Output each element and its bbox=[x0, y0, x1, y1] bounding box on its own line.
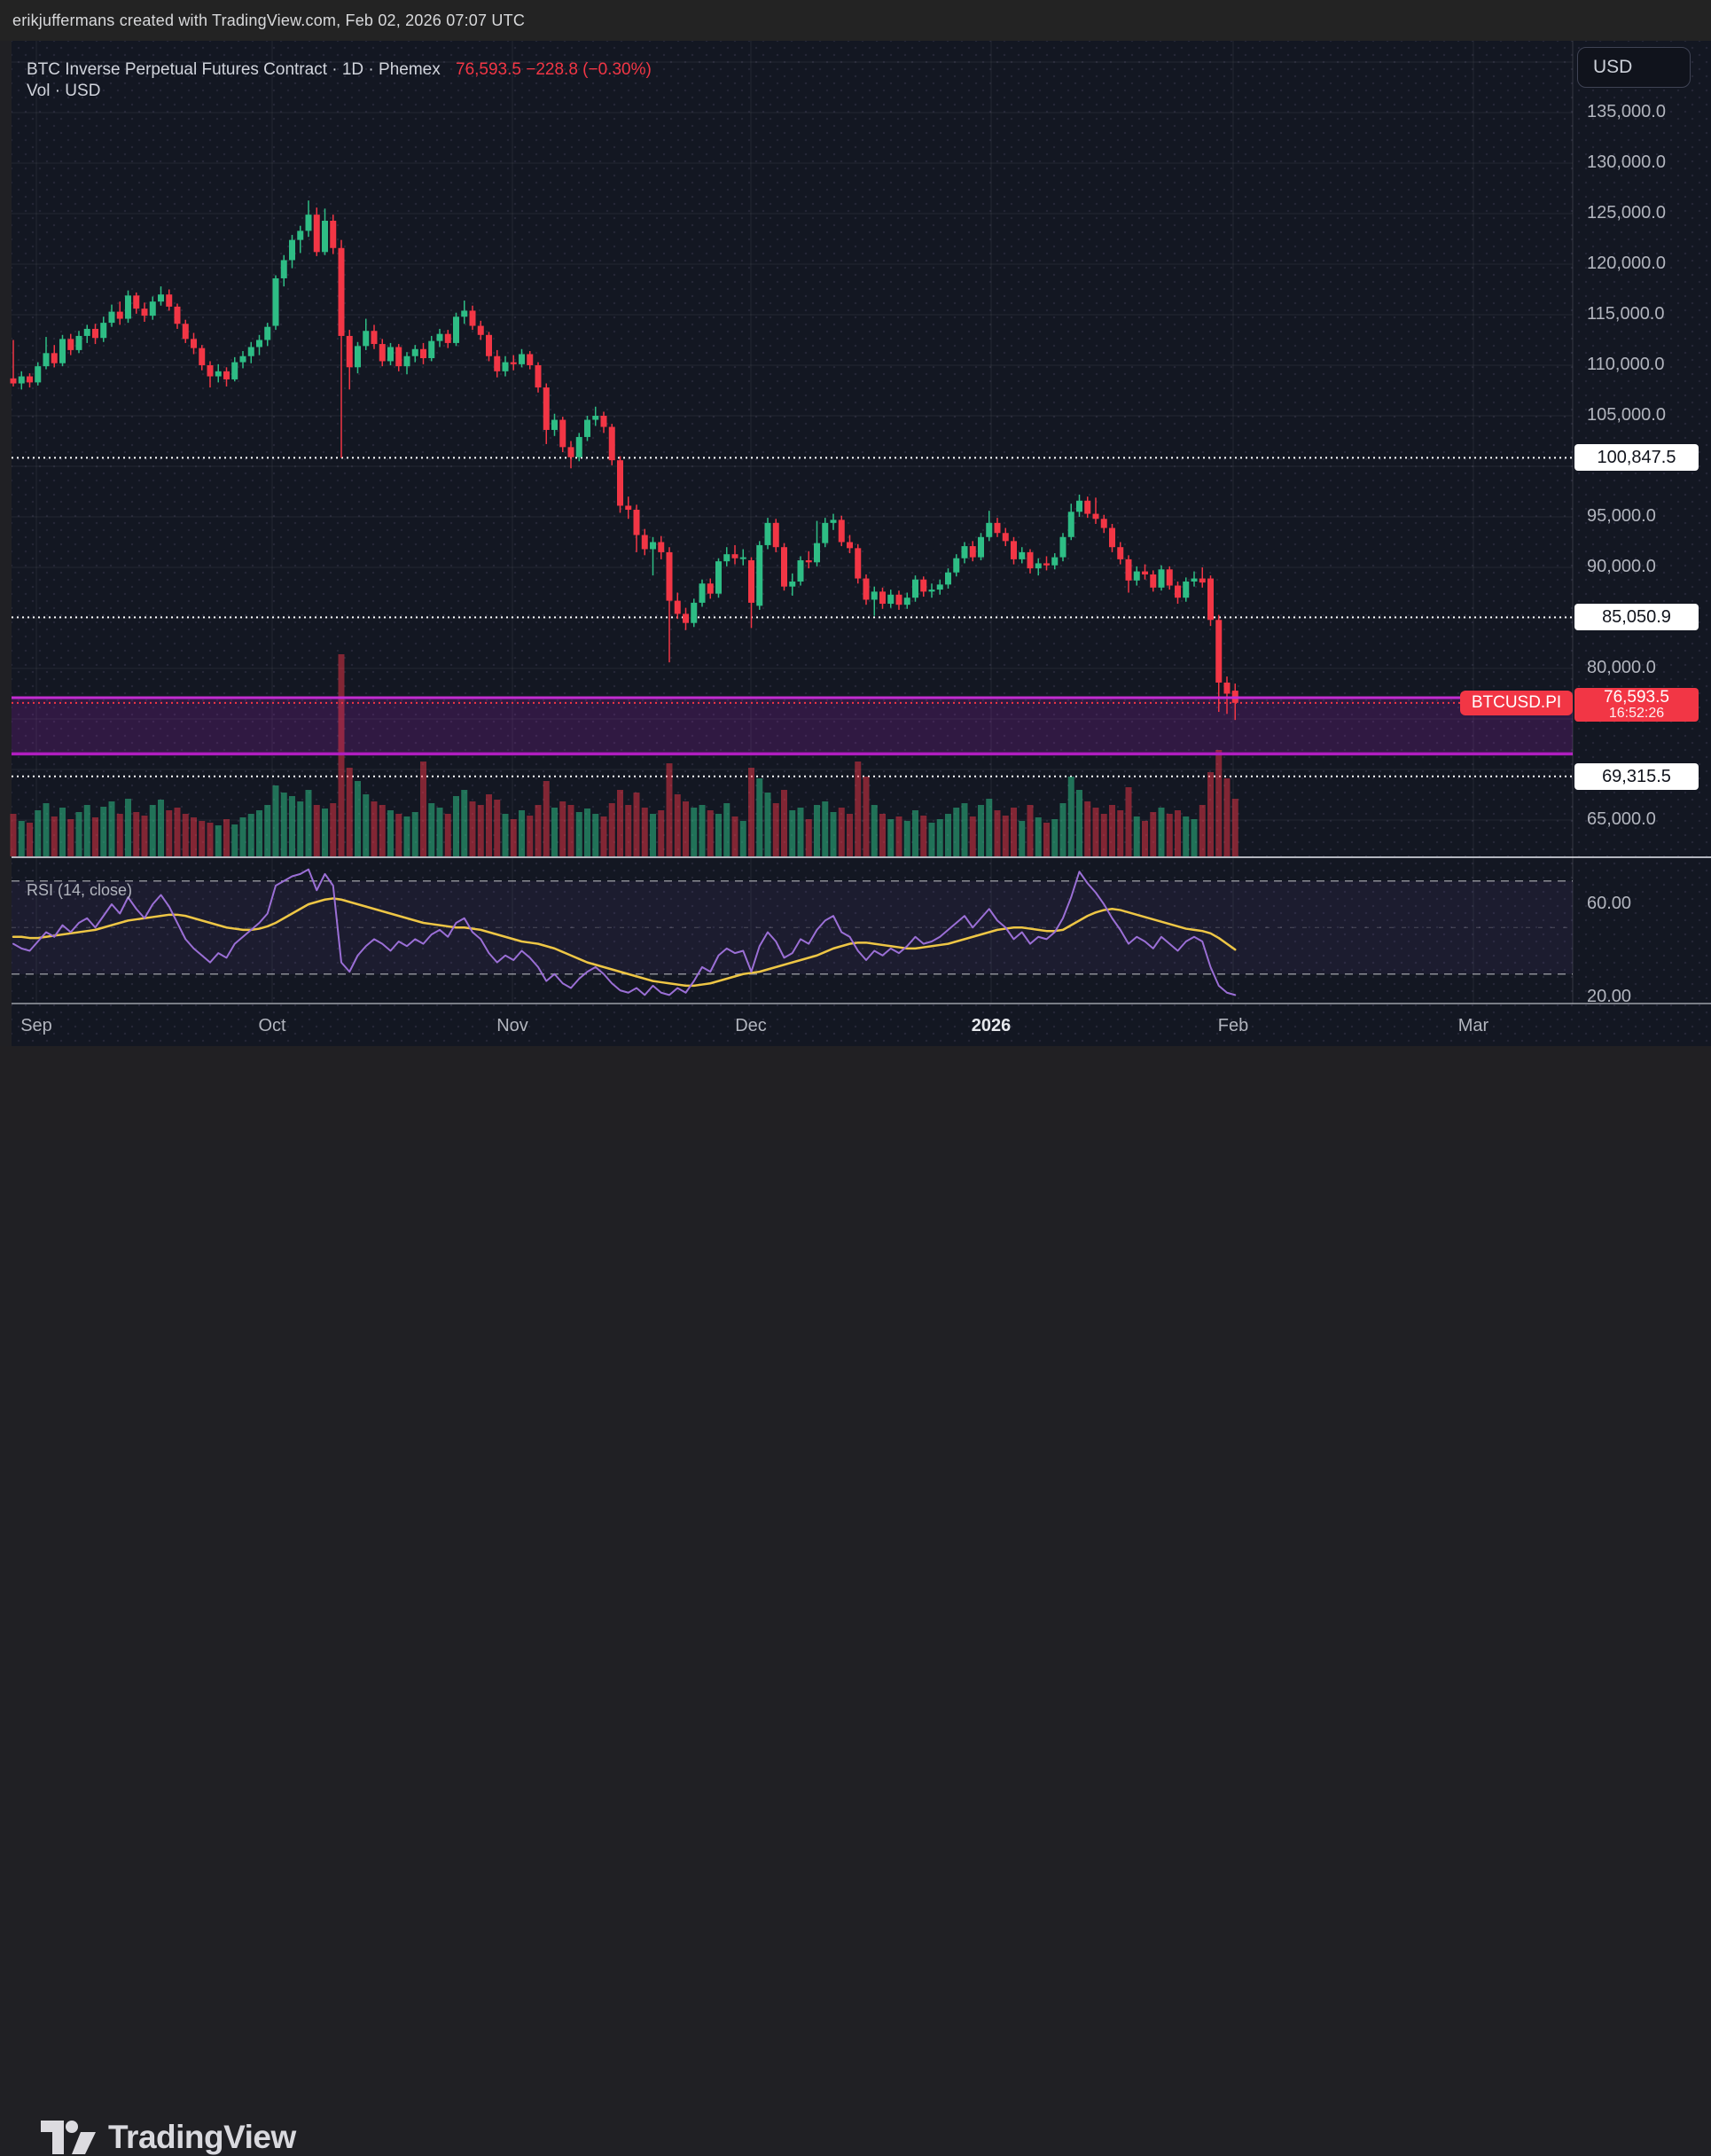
time-tick: Sep bbox=[20, 1016, 52, 1035]
price-tick: 130,000.0 bbox=[1587, 152, 1666, 172]
price-tick: 120,000.0 bbox=[1587, 254, 1666, 273]
price-tick: 80,000.0 bbox=[1587, 658, 1656, 677]
time-tick: Oct bbox=[258, 1016, 286, 1035]
last-price-label: 76,593.5 16:52:26 bbox=[1574, 687, 1699, 722]
symbol-quote: 76,593.5 −228.8 (−0.30%) bbox=[456, 60, 652, 79]
attribution-text: erikjuffermans created with TradingView.… bbox=[12, 12, 526, 29]
tradingview-logo-icon bbox=[41, 2121, 96, 2154]
price-tick: 95,000.0 bbox=[1587, 506, 1656, 526]
volume-legend[interactable]: Vol · USD bbox=[27, 82, 101, 100]
price-tick: 65,000.0 bbox=[1587, 809, 1656, 829]
price-level-label-mid: 85,050.9 bbox=[1574, 604, 1699, 631]
attribution-bar: erikjuffermans created with TradingView.… bbox=[0, 0, 1711, 41]
symbol-title: BTC Inverse Perpetual Futures Contract ·… bbox=[27, 60, 441, 79]
price-tick: 90,000.0 bbox=[1587, 557, 1656, 576]
price-level-label-high: 100,847.5 bbox=[1574, 444, 1699, 472]
symbol-price-marker: BTCUSD.PI bbox=[1460, 690, 1573, 715]
time-tick: Nov bbox=[496, 1016, 528, 1035]
price-tick: 135,000.0 bbox=[1587, 102, 1666, 121]
bar-countdown: 16:52:26 bbox=[1608, 705, 1665, 721]
price-tick: 110,000.0 bbox=[1587, 355, 1665, 374]
time-tick: Feb bbox=[1217, 1016, 1249, 1035]
rsi-tick: 60.00 bbox=[1587, 894, 1632, 913]
footer-bar: TradingView bbox=[0, 1046, 1711, 2155]
price-tick: 105,000.0 bbox=[1587, 405, 1666, 425]
tradingview-logo[interactable]: TradingView bbox=[41, 2119, 296, 2156]
chart-plot[interactable] bbox=[0, 0, 1711, 1140]
time-tick: Mar bbox=[1457, 1016, 1489, 1035]
symbol-legend[interactable]: BTC Inverse Perpetual Futures Contract ·… bbox=[27, 60, 652, 80]
currency-unit-button[interactable]: USD bbox=[1577, 47, 1691, 88]
time-tick: Dec bbox=[735, 1016, 767, 1035]
tradingview-wordmark: TradingView bbox=[108, 2119, 296, 2155]
time-tick: 2026 bbox=[971, 1016, 1012, 1035]
price-tick: 125,000.0 bbox=[1587, 203, 1666, 223]
price-tick: 115,000.0 bbox=[1587, 304, 1665, 324]
last-price-value: 76,593.5 bbox=[1604, 687, 1669, 707]
price-level-label-low: 69,315.5 bbox=[1574, 762, 1699, 790]
rsi-indicator-legend[interactable]: RSI (14, close) bbox=[27, 881, 133, 899]
rsi-tick: 20.00 bbox=[1587, 987, 1632, 1006]
chart-container[interactable] bbox=[12, 41, 1711, 1046]
